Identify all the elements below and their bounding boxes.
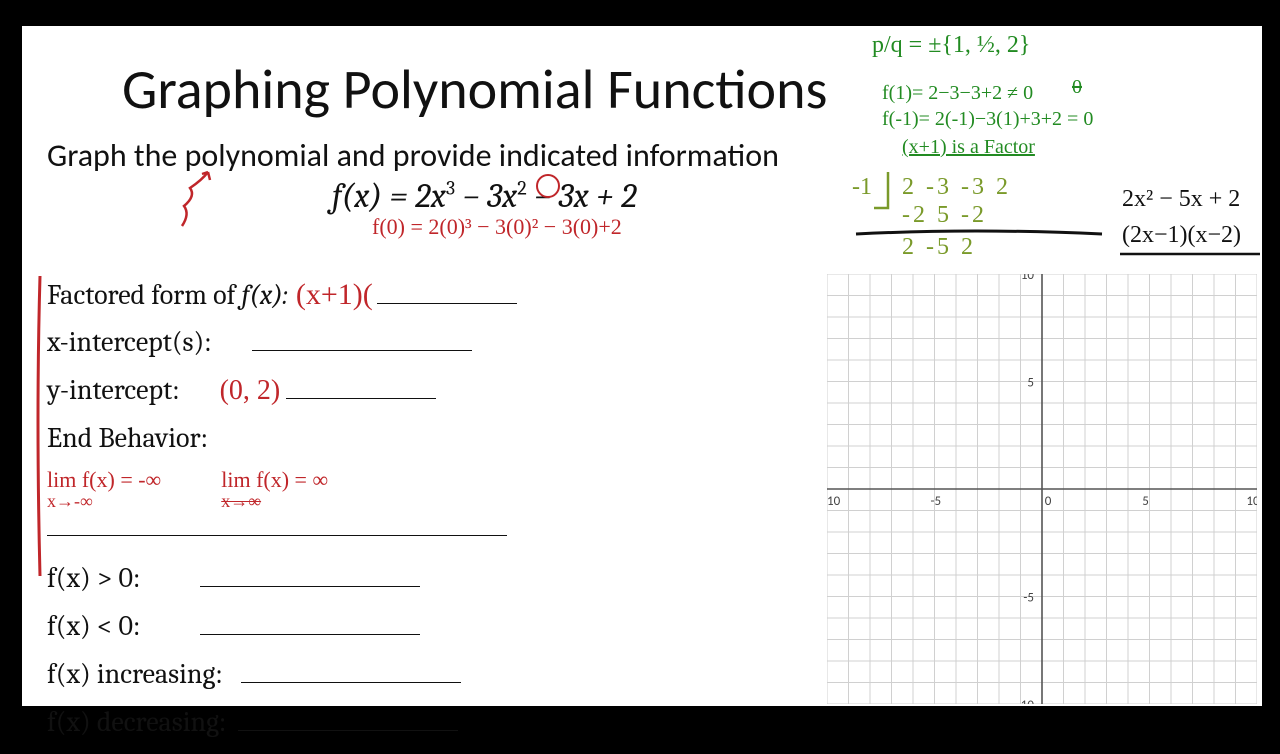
- arrow-icon: [172, 166, 242, 236]
- svg-text:5: 5: [1027, 376, 1034, 391]
- label-gt: f(x) > 0:: [47, 562, 140, 594]
- blank: [200, 565, 420, 587]
- syn-div-num: -1: [852, 174, 872, 201]
- syn-r3: 2 -5 2: [902, 234, 976, 261]
- svg-text:0: 0: [1045, 494, 1052, 509]
- syn-r2: -2 5 -2: [902, 202, 987, 229]
- syn-div-line: [854, 226, 1104, 240]
- ans-factored: (x+1)(: [296, 278, 373, 312]
- label-dec: f(x) decreasing:: [47, 706, 226, 738]
- page-title: Graphing Polynomial Functions: [122, 56, 827, 124]
- blank: [241, 661, 461, 683]
- ann-f0: f(0) = 2(0)³ − 3(0)² − 3(0)+2: [372, 214, 622, 240]
- label-inc: f(x) increasing:: [47, 658, 223, 690]
- worksheet-page: Graphing Polynomial Functions Graph the …: [22, 26, 1262, 706]
- blank: [377, 282, 517, 304]
- svg-text:5: 5: [1142, 494, 1149, 509]
- blank: [200, 613, 420, 635]
- ann-pq: p/q = ±{1, ½, 2}: [872, 32, 1030, 59]
- strike-icon: 0: [1072, 76, 1082, 99]
- svg-text:-10: -10: [827, 494, 841, 509]
- blank: [238, 709, 458, 731]
- main-equation: f(x) = 2x3 − 3x2 − 3x + 2: [332, 176, 637, 216]
- page-subtitle: Graph the polynomial and provide indicat…: [47, 136, 779, 175]
- margin-line: [32, 276, 48, 576]
- ann-fn1: f(-1)= 2(-1)−3(1)+3+2 = 0: [882, 108, 1093, 131]
- ans-lim-pos: lim f(x) = ∞x→∞: [221, 470, 328, 511]
- ans-lim-neg: lim f(x) = -∞x→-∞: [47, 470, 161, 511]
- blank: [286, 377, 436, 399]
- coordinate-grid: -10 -5 0 5 10 -10 -5 5 10: [827, 274, 1257, 704]
- syn-div-bracket: [874, 172, 892, 214]
- circle-icon: [536, 174, 560, 198]
- ann-factor: (x+1) is a Factor: [902, 136, 1035, 159]
- svg-text:-5: -5: [1023, 591, 1034, 606]
- answer-list: Factored form of f(x): (x+1)( x-intercep…: [47, 278, 517, 754]
- svg-text:-5: -5: [931, 494, 942, 509]
- blank: [47, 514, 507, 536]
- ann-quad: 2x² − 5x + 2: [1122, 186, 1240, 213]
- svg-text:10: 10: [1021, 274, 1035, 283]
- label-yint: y-intercept:: [47, 374, 180, 406]
- ann-f1: f(1)= 2−3−3+2 ≠ 0: [882, 82, 1033, 105]
- underline: [1120, 250, 1260, 258]
- ann-quad-f: (2x−1)(x−2): [1122, 222, 1241, 249]
- label-lt: f(x) < 0:: [47, 610, 140, 642]
- syn-r1: 2 -3 -3 2: [902, 174, 1011, 201]
- blank: [252, 329, 472, 351]
- ans-yint: (0, 2): [220, 375, 281, 407]
- label-endb: End Behavior:: [47, 422, 208, 454]
- svg-text:-10: -10: [1017, 698, 1035, 704]
- label-xint: x-intercept(s):: [47, 326, 212, 358]
- label-factored: Factored form of f(x):: [47, 279, 288, 311]
- svg-text:10: 10: [1246, 494, 1257, 509]
